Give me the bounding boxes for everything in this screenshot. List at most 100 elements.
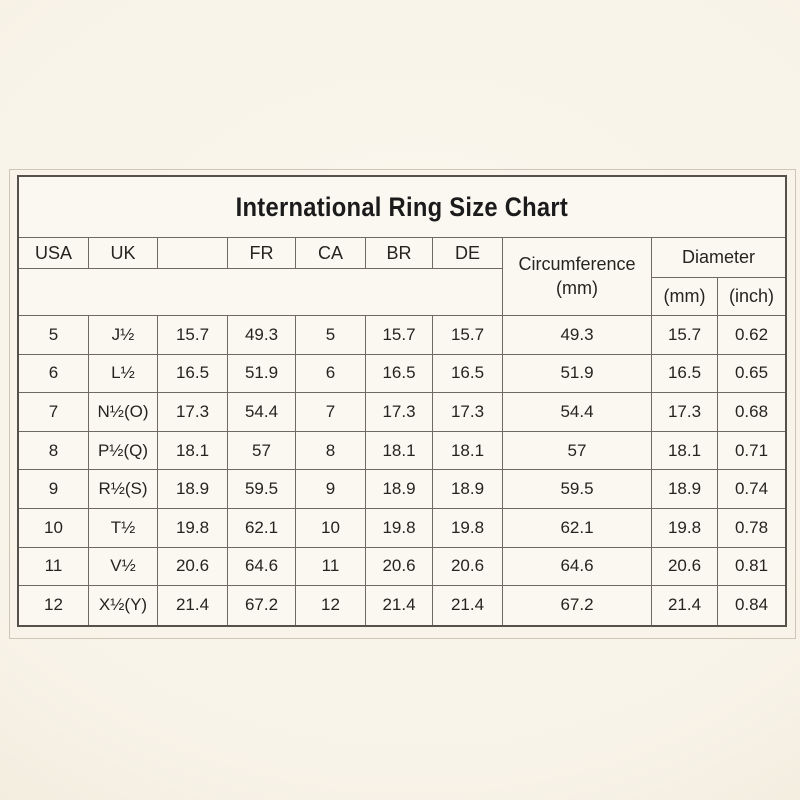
table-cell: 59.5 [228,470,296,509]
column-header-blank [158,238,228,268]
table-cell: 20.6 [652,547,718,587]
table-cell: 19.8 [433,508,503,548]
column-header-diameter-group: Diameter (mm) (inch) [652,238,785,316]
table-cell: 0.65 [718,355,785,394]
table-cell: 59.5 [503,470,652,509]
table-cell: 8 [19,431,89,471]
column-header-de: DE [454,242,480,263]
table-cell: 67.2 [228,586,296,625]
circumference-label-line1: Circumference [518,254,636,275]
table-cell: R½(S) [89,470,158,509]
table-cell: 67.2 [503,586,652,625]
table-cell: 49.3 [228,316,296,355]
diameter-subheader-row: (mm) (inch) [652,278,785,315]
table-cell: X½(Y) [89,586,158,625]
table-cell: 9 [296,470,366,509]
table-cell: 0.68 [718,393,785,432]
table-cell: 0.84 [734,595,769,615]
table-title-row: International Ring Size Chart [19,177,785,238]
table-cell: T½ [89,508,158,548]
table-cell: 20.6 [433,547,503,587]
table-cell: 18.9 [366,470,433,509]
table-cell: P½(Q) [89,431,158,471]
ring-size-table: International Ring Size Chart USA UK FR … [17,175,787,627]
column-header-diameter-inch: (inch) [728,286,774,306]
table-cell: N½(O) [89,393,158,432]
table-cell: 51.9 [503,354,652,394]
table-cell: 57 [228,431,296,471]
table-cell: 20.6 [158,547,228,587]
table-cell: 21.4 [158,586,228,625]
table-cell: 6 [19,354,89,394]
table-cell: 18.9 [652,470,718,509]
table-cell: J½ [89,316,158,355]
table-cell: 20.6 [366,547,433,587]
table-cell: 16.5 [158,354,228,394]
table-cell: 0.81 [718,548,785,587]
table-cell: 5 [19,316,89,355]
table-cell: 15.7 [652,316,718,355]
table-cell: V½ [89,547,158,587]
table-cell: 17.3 [158,393,228,432]
column-header-br: BR [366,238,433,268]
table-cell: 18.1 [158,431,228,471]
table-cell: 5 [296,316,366,355]
table-cell: 0.74 [718,470,785,509]
table-cell: 54.4 [228,393,296,432]
table-cell: 15.7 [158,316,228,355]
table-cell: 10 [296,508,366,548]
table-cell: 7 [19,393,89,432]
table-cell: 62.1 [503,508,652,548]
chart-outer-frame [9,169,796,639]
table-cell: 11 [19,547,89,587]
table-cell: 18.1 [433,431,503,471]
table-cell: 62.1 [228,508,296,548]
table-cell: 17.3 [433,393,503,432]
table-cell: 18.9 [158,470,228,509]
table-cell: 10 [19,508,89,548]
table-cell: 15.7 [433,316,503,355]
table-cell: 16.5 [366,354,433,394]
table-cell: L½ [89,354,158,394]
column-header-diameter-mm: (mm) [652,278,718,315]
table-cell: 16.5 [433,354,503,394]
column-header-circumference: Circumference (mm) [503,238,652,316]
table-cell: 7 [296,393,366,432]
table-cell: 18.1 [652,431,718,471]
table-cell: 12 [296,586,366,625]
circumference-label-line2: (mm) [556,277,598,298]
table-cell: 21.4 [433,586,503,625]
table-cell: 64.6 [503,547,652,587]
table-cell: 17.3 [652,393,718,432]
table-cell: 57 [503,431,652,471]
table-cell: 49.3 [503,316,652,355]
table-cell: 15.7 [366,316,433,355]
table-cell: 0.62 [718,316,785,355]
table-cell: 64.6 [228,547,296,587]
table-cell: 18.9 [433,470,503,509]
column-header-diameter: Diameter [652,238,785,278]
column-header-ca: CA [296,238,366,268]
column-header-fr: FR [228,238,296,268]
table-cell: 17.3 [366,393,433,432]
table-cell: 0.71 [718,432,785,471]
table-cell: 8 [296,431,366,471]
table-cell: 11 [296,547,366,587]
table-cell: 54.4 [503,393,652,432]
table-cell: 16.5 [652,354,718,394]
header-group-left: USA UK FR CA BR DE [19,238,503,316]
table-cell: 18.1 [366,431,433,471]
header-row-left: USA UK FR CA BR DE [19,238,502,269]
table-cell: 9 [19,470,89,509]
table-cell: 21.4 [652,586,718,625]
table-cell: 0.78 [718,509,785,548]
table-cell: 12 [19,586,89,625]
table-cell: 19.8 [158,508,228,548]
table-cell: 19.8 [366,508,433,548]
table-cell: 6 [296,354,366,394]
table-cell: 21.4 [366,586,433,625]
table-cell: 51.9 [228,354,296,394]
page-title: International Ring Size Chart [235,191,569,222]
table-cell: 19.8 [652,508,718,548]
